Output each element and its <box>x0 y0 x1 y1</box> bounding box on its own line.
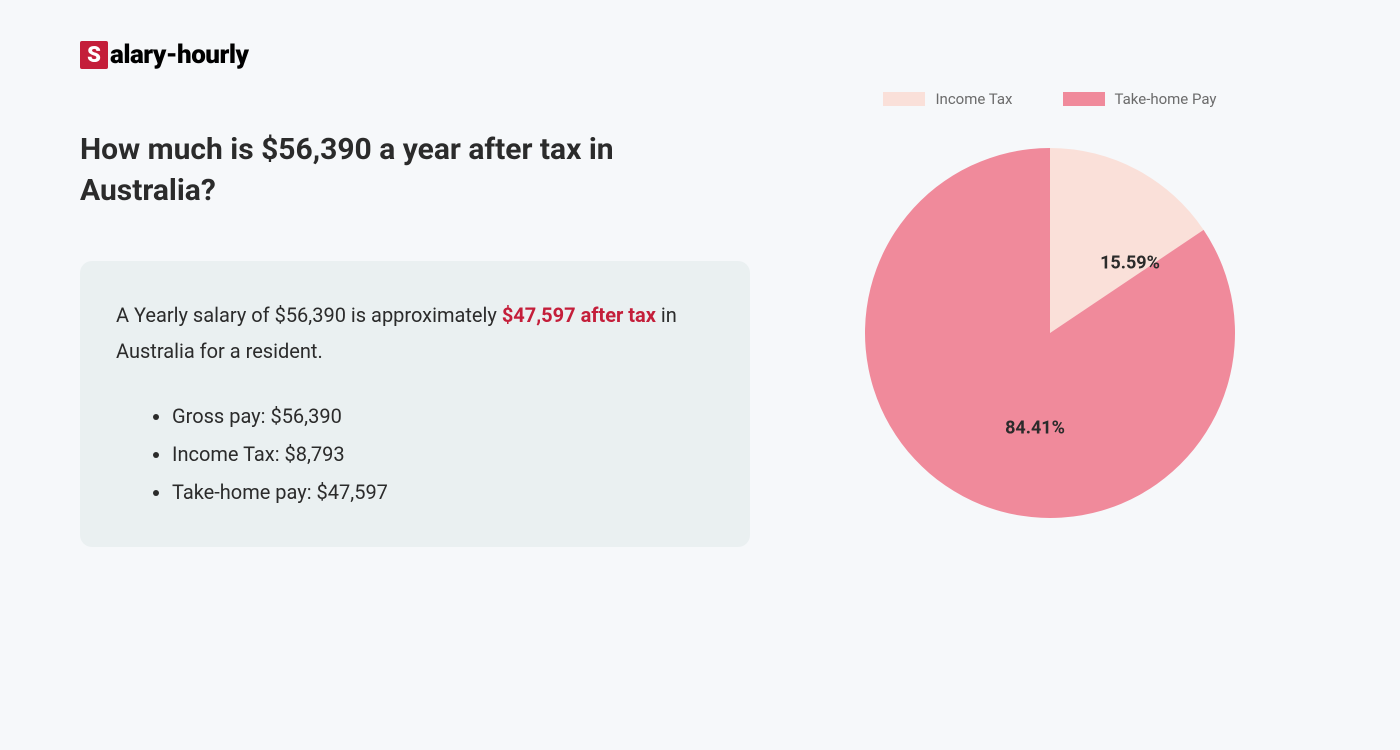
breakdown-takehome: Take-home pay: $47,597 <box>172 473 714 511</box>
legend-swatch-income-tax <box>883 92 925 106</box>
right-column: Income Tax Take-home Pay 15.59% 84.41% <box>830 90 1270 547</box>
legend-label-takehome: Take-home Pay <box>1115 90 1217 108</box>
breakdown-gross: Gross pay: $56,390 <box>172 397 714 435</box>
left-column: How much is $56,390 a year after tax in … <box>80 130 750 547</box>
pie-slices <box>865 148 1235 518</box>
page-heading: How much is $56,390 a year after tax in … <box>80 130 750 211</box>
logo: S alary-hourly <box>80 40 1320 70</box>
slice-label-takehome: 84.41% <box>1005 418 1065 439</box>
summary-highlight: $47,597 after tax <box>502 303 656 327</box>
info-box: A Yearly salary of $56,390 is approximat… <box>80 261 750 547</box>
logo-text: alary-hourly <box>110 40 248 70</box>
legend-label-income-tax: Income Tax <box>935 90 1012 108</box>
slice-label-income-tax: 15.59% <box>1100 253 1160 274</box>
legend-item-takehome: Take-home Pay <box>1063 90 1217 108</box>
legend-swatch-takehome <box>1063 92 1105 106</box>
breakdown-list: Gross pay: $56,390 Income Tax: $8,793 Ta… <box>116 397 714 511</box>
pie-chart: 15.59% 84.41% <box>865 128 1235 538</box>
main-container: How much is $56,390 a year after tax in … <box>80 130 1320 547</box>
breakdown-tax: Income Tax: $8,793 <box>172 435 714 473</box>
logo-s-icon: S <box>80 41 108 69</box>
summary-text: A Yearly salary of $56,390 is approximat… <box>116 297 714 369</box>
chart-legend: Income Tax Take-home Pay <box>883 90 1216 108</box>
summary-pre: A Yearly salary of $56,390 is approximat… <box>116 303 502 327</box>
legend-item-income-tax: Income Tax <box>883 90 1012 108</box>
pie-svg <box>865 128 1235 538</box>
